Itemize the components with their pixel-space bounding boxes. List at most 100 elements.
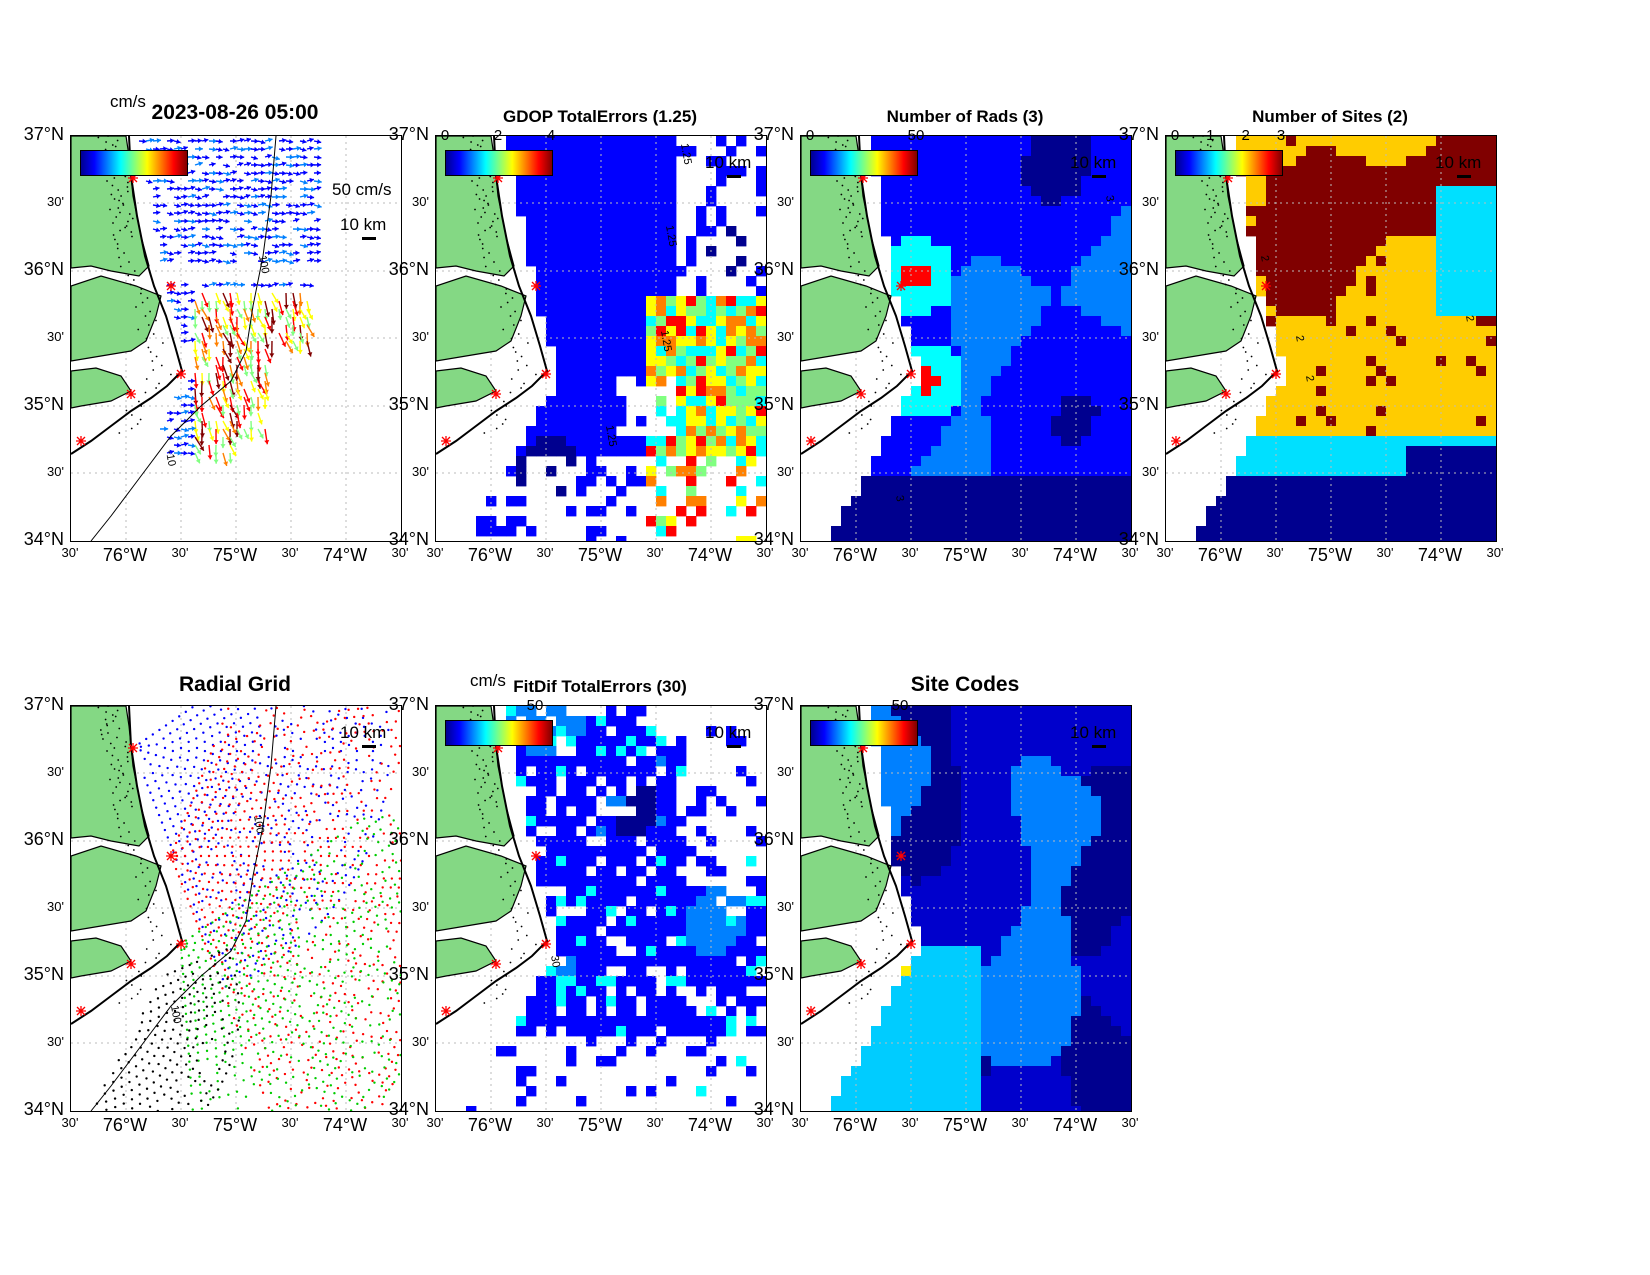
data-cell [1121,506,1131,517]
data-cell [1326,436,1337,447]
data-cell [1356,446,1367,457]
current-vector [243,308,250,322]
data-cell [566,436,577,447]
contour-label: 2 [1258,254,1271,262]
data-cell [921,386,932,397]
data-cell [1396,206,1407,217]
data-cell [1256,236,1267,247]
data-cell [626,466,637,477]
data-cell [921,136,932,147]
radial-grid-point [266,886,270,889]
current-vector [313,154,322,160]
current-vector [222,194,231,200]
data-cell [1426,136,1437,147]
data-cell [1416,456,1427,467]
radial-grid-point [347,734,350,738]
radial-grid-point [226,844,229,847]
data-cell [1406,366,1417,377]
data-cell [1051,316,1062,327]
radial-grid-point [258,1058,261,1061]
radial-grid-point [305,776,308,780]
current-vector [187,426,196,432]
radial-grid-point [299,737,302,741]
data-cell [556,286,567,297]
data-cell [1426,196,1437,207]
data-cell [1011,136,1022,147]
radial-grid-point [221,826,224,830]
data-cell [516,496,527,507]
data-cell [606,246,617,257]
current-vector [215,258,223,264]
current-vector [299,186,309,192]
radial-grid-point [363,962,367,966]
data-cell [921,146,932,157]
current-vector [180,450,188,456]
radial-grid-point [310,752,314,756]
radial-grid-point [269,722,272,725]
data-cell [516,456,527,467]
data-cell [1406,506,1417,517]
data-cell [1111,416,1122,427]
data-cell [911,286,922,297]
radial-grid-point [207,940,210,944]
current-vector [250,396,256,409]
radial-grid-point [291,914,295,918]
shoreline-dot [869,418,872,421]
data-cell [606,436,617,447]
data-cell [736,426,747,437]
current-vector [306,145,314,151]
data-cell [891,276,902,287]
data-cell [1396,196,1407,207]
data-cell [1121,176,1131,187]
radial-grid-point [395,930,398,933]
current-vector [222,428,231,442]
radial-grid-point [206,949,210,953]
data-cell [891,196,902,207]
data-cell [1021,236,1032,247]
data-cell [1326,406,1337,417]
data-cell [1256,256,1267,267]
shoreline-dot [97,136,100,139]
radial-grid-point [343,788,347,792]
current-vector [236,233,245,239]
data-cell [1236,506,1247,517]
shoreline-dot [1240,337,1243,340]
data-cell [556,166,567,177]
data-cell [726,506,737,517]
data-cell [716,396,727,407]
data-cell [1051,456,1062,467]
land-mass [436,275,527,362]
data-cell [911,246,922,257]
data-cell [1071,286,1082,297]
data-cell [656,456,667,467]
data-cell [1476,456,1487,467]
data-cell [941,256,952,267]
radial-grid-point [397,886,401,889]
data-cell [1406,326,1417,337]
data-cell [1356,306,1367,317]
radial-grid-point [320,768,324,771]
data-cell [1111,436,1122,447]
data-cell [1216,496,1227,507]
radial-grid-point [256,716,259,719]
data-cell [696,376,707,387]
data-cell [736,406,747,417]
data-cell [1101,176,1112,187]
data-cell [556,426,567,437]
data-cell [891,436,902,447]
shoreline-dot [847,189,850,191]
data-cell [981,366,992,377]
data-cell [566,306,577,317]
data-cell [1286,426,1297,437]
data-cell [1396,386,1407,397]
shoreline-dot [869,292,872,295]
radial-grid-point [178,756,182,759]
data-cell [1306,206,1317,217]
data-cell [1121,336,1131,347]
radial-grid-point [353,815,356,818]
radial-grid-point [268,903,272,906]
radial-grid-point [289,740,293,743]
data-cell [1356,156,1367,167]
data-cell [1031,306,1042,317]
radial-grid-point [294,904,297,907]
